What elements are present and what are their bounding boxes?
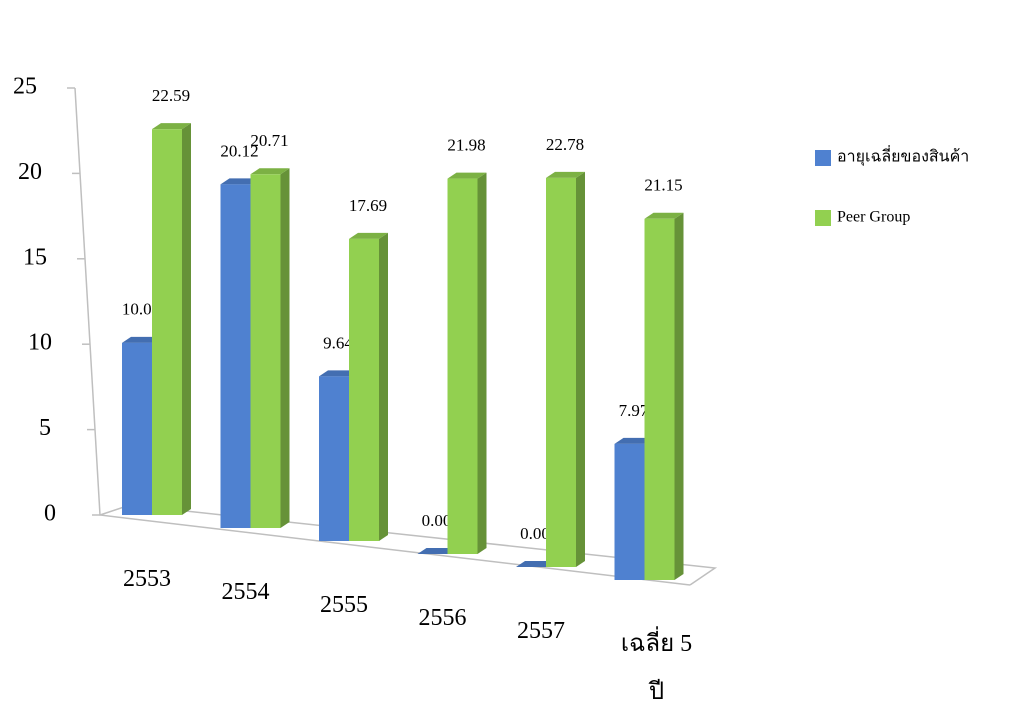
bar: [644, 218, 675, 580]
y-tick-label: 5: [39, 415, 51, 441]
bar: [349, 238, 379, 541]
bar-top: [417, 548, 457, 554]
data-label: 7.97: [619, 401, 649, 420]
floor: [99, 504, 718, 586]
x-tick-label: เฉลี่ย 5 ปี: [620, 631, 693, 705]
bar-top: [516, 561, 555, 567]
bar: [614, 443, 645, 580]
bar: [152, 129, 182, 516]
data-label: 20.71: [250, 131, 288, 150]
data-label: 0.00: [422, 511, 452, 530]
bar-side: [477, 172, 487, 554]
x-tick-label: 2555: [320, 592, 368, 618]
x-tick-label: 2557: [517, 618, 565, 644]
bar-top: [614, 437, 654, 444]
legend-swatch: [815, 150, 831, 166]
legend-label: อายุเฉลี่ยของสินค้า: [837, 145, 969, 167]
bar-top: [152, 123, 191, 130]
legend-swatch: [815, 210, 831, 226]
bar: [319, 376, 349, 541]
bar-top: [319, 370, 358, 377]
y-tick-label: 20: [18, 159, 42, 185]
bar-top: [447, 172, 487, 179]
data-label: 22.59: [152, 86, 190, 105]
bar-side: [280, 168, 290, 528]
bar-side: [379, 232, 388, 541]
bar-top: [122, 336, 161, 343]
data-label: 22.78: [546, 135, 584, 154]
bar: [447, 178, 478, 554]
bar: [546, 177, 576, 567]
x-tick-label: 2554: [221, 579, 270, 605]
bar-top: [546, 171, 585, 178]
bar: [122, 342, 152, 515]
data-label: 0.00: [520, 524, 550, 543]
y-tick-label: 25: [13, 74, 37, 100]
data-label: 17.69: [349, 196, 387, 215]
data-label: 21.15: [644, 176, 682, 195]
y-tick-label: 10: [28, 330, 52, 356]
legend-label: Peer Group: [837, 209, 910, 226]
bar-side: [576, 171, 585, 567]
data-label: 10.08: [122, 300, 160, 319]
bar: [250, 174, 281, 528]
bar-top: [644, 212, 684, 219]
bar-top: [250, 168, 290, 175]
bar: [220, 184, 251, 528]
bar-side: [182, 123, 191, 515]
data-label: 21.98: [447, 135, 485, 154]
data-label: 20.12: [220, 141, 258, 160]
y-tick-label: 0: [44, 501, 56, 527]
x-tick-label: 2553: [123, 566, 171, 592]
bar-side: [674, 212, 684, 580]
bar-top: [349, 232, 388, 239]
data-label: 9.64: [323, 333, 353, 352]
x-tick-label: 2556: [418, 605, 467, 631]
bar-top: [220, 178, 260, 185]
y-tick-label: 15: [23, 244, 47, 270]
